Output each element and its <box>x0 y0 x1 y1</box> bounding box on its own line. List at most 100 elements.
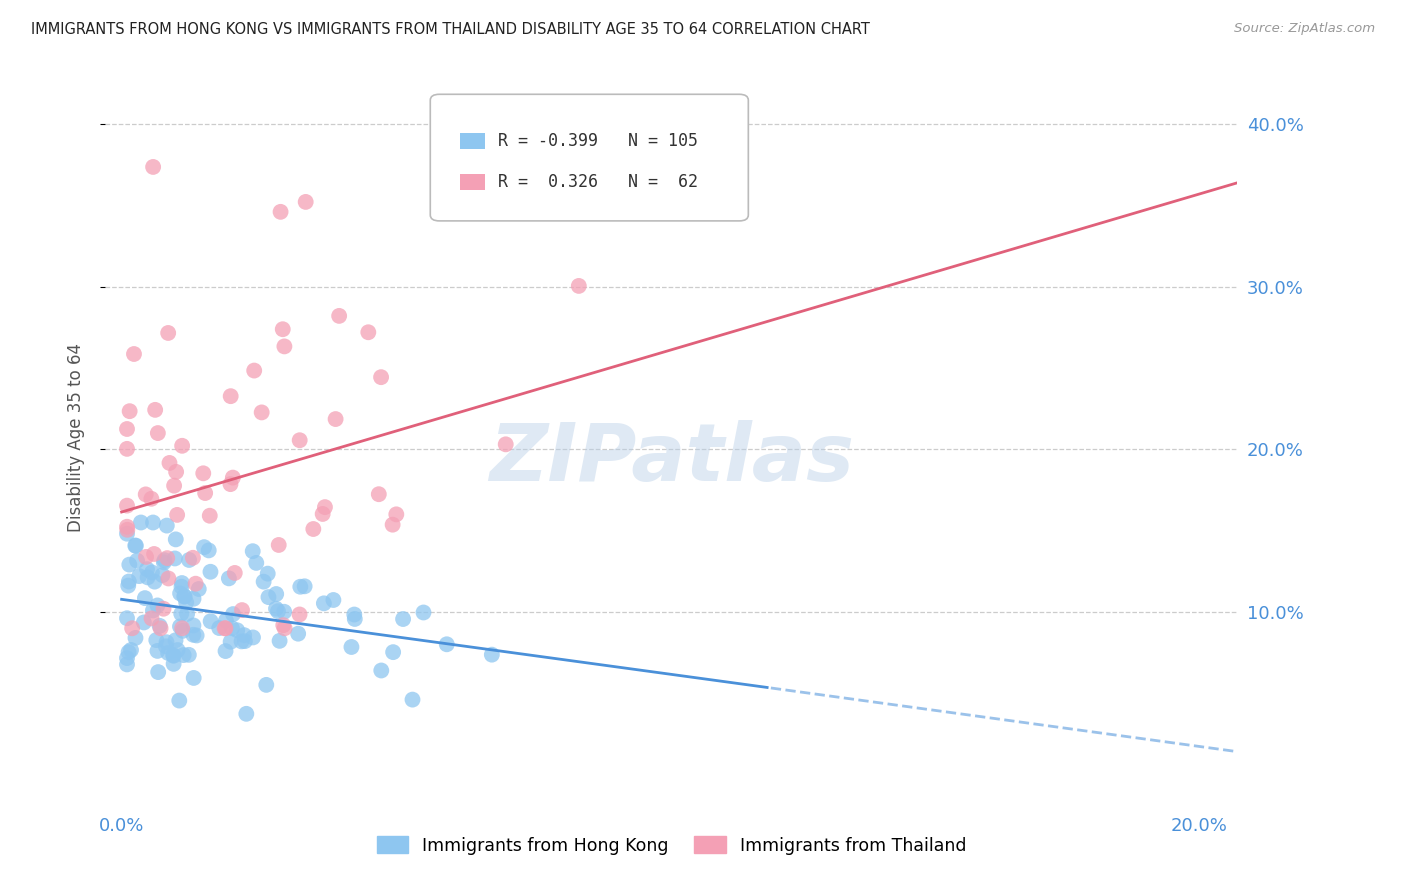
Point <box>124 539 146 553</box>
Point <box>233 628 256 642</box>
Point <box>142 516 165 530</box>
Point <box>343 612 366 626</box>
Point <box>193 540 215 554</box>
Point <box>145 633 167 648</box>
Point <box>141 611 163 625</box>
Point <box>115 651 138 665</box>
Point <box>169 586 191 600</box>
Point <box>370 664 392 678</box>
Point <box>146 644 169 658</box>
Point <box>568 279 591 293</box>
Point <box>187 582 209 596</box>
Point <box>269 633 291 648</box>
Point <box>273 605 295 619</box>
Point <box>173 648 195 662</box>
Legend: Immigrants from Hong Kong, Immigrants from Thailand: Immigrants from Hong Kong, Immigrants fr… <box>370 830 973 862</box>
Point <box>125 539 148 553</box>
Point <box>174 595 197 609</box>
Point <box>273 339 295 353</box>
Point <box>162 657 184 671</box>
Point <box>118 574 141 589</box>
Point <box>159 456 181 470</box>
Point <box>115 526 138 541</box>
Point <box>118 404 141 418</box>
Point <box>181 550 204 565</box>
Point <box>290 580 312 594</box>
Point <box>169 619 191 633</box>
Point <box>231 634 253 648</box>
Point <box>165 533 187 547</box>
Point <box>177 553 200 567</box>
Point <box>294 194 316 209</box>
Point <box>224 566 246 580</box>
Point <box>142 603 165 617</box>
Point <box>436 637 458 651</box>
Point <box>257 590 280 604</box>
Point <box>233 634 256 648</box>
Point <box>121 621 143 635</box>
Point <box>312 596 335 610</box>
Point <box>162 648 184 663</box>
Point <box>120 643 142 657</box>
Text: ZIPatlas: ZIPatlas <box>489 420 853 499</box>
Point <box>165 633 187 648</box>
Point <box>222 470 245 484</box>
Point <box>214 621 236 635</box>
Text: R = -0.399   N = 105: R = -0.399 N = 105 <box>498 132 699 150</box>
Point <box>214 621 236 635</box>
Point <box>173 590 195 604</box>
Point <box>221 621 243 635</box>
Point <box>141 566 163 580</box>
Point <box>302 522 325 536</box>
Point <box>129 516 152 530</box>
Point <box>117 523 139 537</box>
Text: Source: ZipAtlas.com: Source: ZipAtlas.com <box>1234 22 1375 36</box>
Point <box>115 657 138 672</box>
Point <box>115 520 138 534</box>
Point <box>270 204 292 219</box>
Point <box>294 579 316 593</box>
Point <box>132 615 155 630</box>
Point <box>146 425 169 440</box>
Point <box>271 322 294 336</box>
Point <box>271 618 294 632</box>
Text: IMMIGRANTS FROM HONG KONG VS IMMIGRANTS FROM THAILAND DISABILITY AGE 35 TO 64 CO: IMMIGRANTS FROM HONG KONG VS IMMIGRANTS … <box>31 22 870 37</box>
Point <box>170 580 193 594</box>
Point <box>367 487 389 501</box>
Point <box>122 347 145 361</box>
Point <box>235 706 257 721</box>
Point <box>256 566 278 581</box>
Point <box>141 491 163 506</box>
Point <box>231 603 253 617</box>
Point <box>183 591 205 606</box>
Point <box>172 624 194 638</box>
Point <box>401 692 423 706</box>
Point <box>157 646 180 660</box>
Point <box>370 370 392 384</box>
Point <box>149 621 172 635</box>
Point <box>273 621 295 635</box>
Point <box>117 579 139 593</box>
Point <box>156 551 179 566</box>
Point <box>166 508 188 522</box>
Point <box>148 665 170 679</box>
Point <box>287 626 309 640</box>
Point <box>143 402 166 417</box>
Point <box>155 635 177 649</box>
Point <box>198 508 221 523</box>
Point <box>165 465 187 479</box>
Point <box>136 562 159 576</box>
Point <box>172 439 194 453</box>
FancyBboxPatch shape <box>430 95 748 221</box>
Point <box>181 628 204 642</box>
Point <box>156 518 179 533</box>
Point <box>117 645 139 659</box>
Point <box>134 591 156 606</box>
Point <box>152 601 174 615</box>
Point <box>125 554 148 568</box>
Point <box>118 558 141 572</box>
Point <box>170 576 193 591</box>
Point <box>128 569 150 583</box>
Point <box>169 693 191 707</box>
Point <box>495 437 517 451</box>
